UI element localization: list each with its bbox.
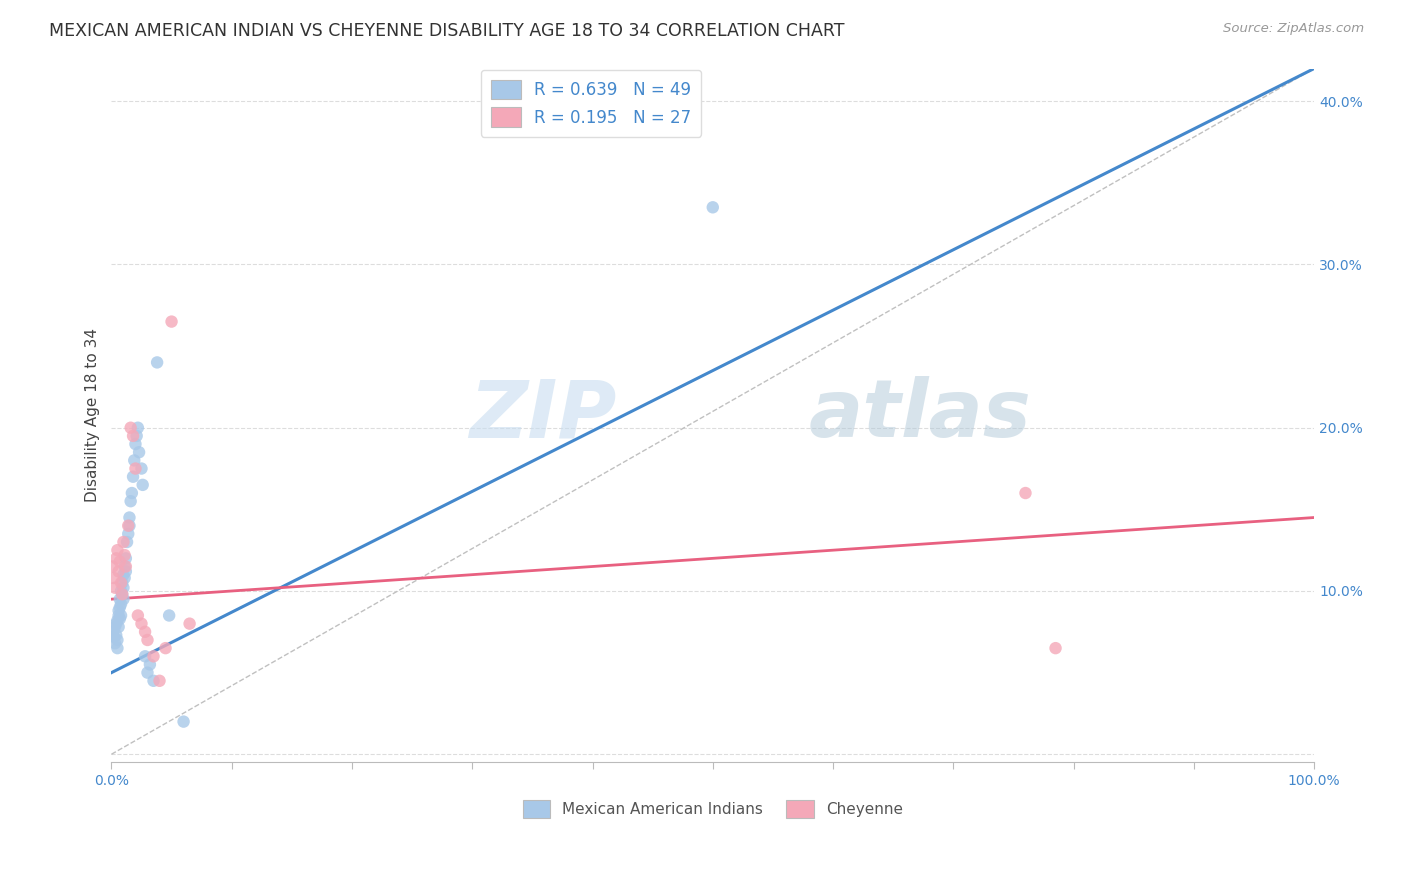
Point xyxy=(121,486,143,500)
Point xyxy=(131,461,153,475)
Point xyxy=(173,714,195,729)
Point xyxy=(107,608,129,623)
Text: MEXICAN AMERICAN INDIAN VS CHEYENNE DISABILITY AGE 18 TO 34 CORRELATION CHART: MEXICAN AMERICAN INDIAN VS CHEYENNE DISA… xyxy=(49,22,845,40)
Point xyxy=(148,673,170,688)
Point xyxy=(122,429,145,443)
Point xyxy=(103,630,125,644)
Point xyxy=(114,559,136,574)
Point xyxy=(104,636,127,650)
Point xyxy=(110,608,132,623)
Point xyxy=(114,571,136,585)
Point xyxy=(111,587,134,601)
Point xyxy=(114,548,136,562)
Point xyxy=(107,543,129,558)
Point xyxy=(136,665,159,680)
Text: Source: ZipAtlas.com: Source: ZipAtlas.com xyxy=(1223,22,1364,36)
Point xyxy=(124,461,146,475)
Text: ZIP: ZIP xyxy=(470,376,617,455)
Point xyxy=(155,641,177,656)
Point xyxy=(105,551,128,566)
Point xyxy=(108,592,131,607)
Y-axis label: Disability Age 18 to 34: Disability Age 18 to 34 xyxy=(86,328,100,502)
Point xyxy=(142,673,165,688)
Point xyxy=(122,453,145,467)
Point xyxy=(107,614,129,628)
Point xyxy=(127,608,149,623)
Point xyxy=(103,571,125,585)
Point xyxy=(105,616,128,631)
Point xyxy=(117,526,139,541)
Point xyxy=(110,597,132,611)
Point xyxy=(111,587,134,601)
Text: atlas: atlas xyxy=(808,376,1032,455)
Point xyxy=(107,620,129,634)
Point xyxy=(139,657,162,672)
Point xyxy=(160,315,183,329)
Point xyxy=(142,649,165,664)
Point xyxy=(131,616,153,631)
Point xyxy=(117,518,139,533)
Point xyxy=(101,559,124,574)
Point xyxy=(112,535,135,549)
Point xyxy=(136,632,159,647)
Point xyxy=(111,575,134,590)
Point xyxy=(124,437,146,451)
Point xyxy=(107,604,129,618)
Point xyxy=(127,421,149,435)
Point xyxy=(112,592,135,607)
Point xyxy=(131,478,153,492)
Point xyxy=(115,565,138,579)
Point xyxy=(110,575,132,590)
Point xyxy=(107,632,129,647)
Point xyxy=(118,518,141,533)
Point xyxy=(108,600,131,615)
Point xyxy=(118,510,141,524)
Point xyxy=(120,494,142,508)
Point xyxy=(122,469,145,483)
Point xyxy=(1014,486,1036,500)
Point xyxy=(101,624,124,639)
Point xyxy=(125,429,148,443)
Point xyxy=(105,628,128,642)
Point xyxy=(115,535,138,549)
Point xyxy=(134,649,156,664)
Point xyxy=(107,641,129,656)
Point xyxy=(115,551,138,566)
Point xyxy=(112,581,135,595)
Point xyxy=(146,355,169,369)
Point xyxy=(104,581,127,595)
Point xyxy=(134,624,156,639)
Point xyxy=(112,567,135,582)
Point xyxy=(108,555,131,569)
Point xyxy=(179,616,201,631)
Point xyxy=(108,612,131,626)
Point xyxy=(104,620,127,634)
Point xyxy=(107,565,129,579)
Legend: Mexican American Indians, Cheyenne: Mexican American Indians, Cheyenne xyxy=(516,794,910,824)
Point xyxy=(110,584,132,599)
Point xyxy=(157,608,180,623)
Point xyxy=(120,421,142,435)
Point xyxy=(115,559,138,574)
Point xyxy=(1045,641,1067,656)
Point xyxy=(702,200,724,214)
Point xyxy=(128,445,150,459)
